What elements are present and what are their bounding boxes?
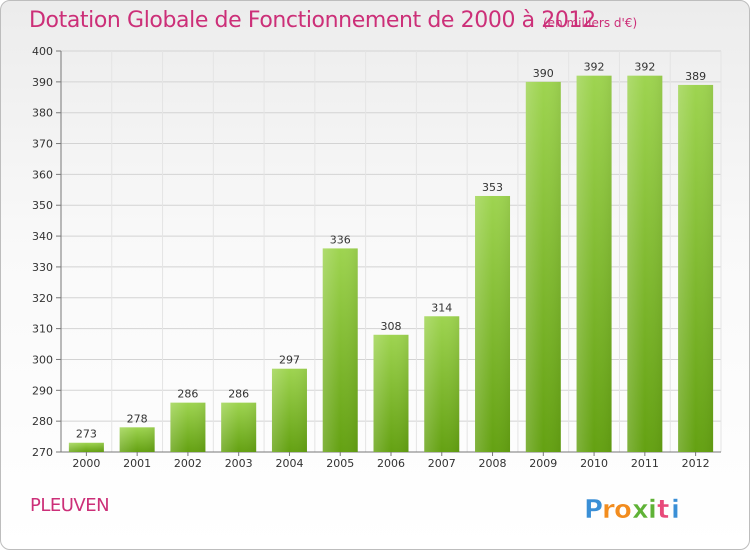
- data-label: 336: [330, 233, 351, 246]
- x-tick-label: 2004: [275, 457, 303, 470]
- data-label: 353: [482, 181, 503, 194]
- data-label: 278: [127, 412, 148, 425]
- x-tick-label: 2011: [631, 457, 659, 470]
- bar-sheen: [119, 427, 155, 452]
- bar-sheen: [322, 248, 358, 452]
- bar-sheen: [576, 75, 612, 452]
- y-tick-label: 350: [32, 199, 53, 212]
- svg-text:P: P: [584, 495, 603, 525]
- x-tick-label: 2001: [123, 457, 151, 470]
- bar-sheen: [475, 195, 511, 452]
- bar-sheen: [678, 84, 714, 452]
- data-label: 286: [228, 388, 249, 401]
- svg-text:x: x: [632, 495, 649, 525]
- y-tick-label: 290: [32, 384, 53, 397]
- y-tick-label: 340: [32, 230, 53, 243]
- data-label: 392: [634, 61, 655, 74]
- y-tick-label: 360: [32, 168, 53, 181]
- data-label: 314: [431, 301, 452, 314]
- proxiti-logo: P r o x i t i: [582, 491, 692, 527]
- svg-text:i: i: [648, 495, 657, 525]
- bar-sheen: [271, 368, 307, 452]
- data-label: 286: [177, 388, 198, 401]
- x-tick-label: 2007: [428, 457, 456, 470]
- bar-sheen: [373, 334, 409, 452]
- data-label: 389: [685, 70, 706, 83]
- bar-sheen: [525, 81, 561, 452]
- y-tick-label: 310: [32, 323, 53, 336]
- data-label: 390: [533, 67, 554, 80]
- y-tick-label: 400: [32, 45, 53, 58]
- bar-sheen: [68, 442, 104, 452]
- x-tick-label: 2009: [529, 457, 557, 470]
- y-tick-label: 280: [32, 415, 53, 428]
- bar-sheen: [221, 402, 257, 452]
- svg-text:t: t: [657, 495, 669, 525]
- svg-text:o: o: [614, 495, 632, 525]
- x-tick-label: 2010: [580, 457, 608, 470]
- y-tick-label: 300: [32, 353, 53, 366]
- x-tick-label: 2012: [682, 457, 710, 470]
- x-tick-label: 2000: [72, 457, 100, 470]
- bars: [68, 75, 714, 452]
- data-label: 308: [381, 320, 402, 333]
- chart-title: Dotation Globale de Fonctionnement de 20…: [29, 8, 596, 33]
- y-tick-label: 330: [32, 261, 53, 274]
- bar-sheen: [170, 402, 206, 452]
- data-label: 273: [76, 428, 97, 441]
- x-tick-label: 2002: [174, 457, 202, 470]
- bar-sheen: [627, 75, 663, 452]
- svg-text:i: i: [671, 495, 680, 525]
- x-tick-label: 2003: [225, 457, 253, 470]
- unit-note: (en milliers d'€): [543, 16, 638, 30]
- bar-sheen: [424, 316, 460, 452]
- data-label: 392: [584, 61, 605, 74]
- y-tick-label: 380: [32, 107, 53, 120]
- y-tick-label: 320: [32, 292, 53, 305]
- y-tick-label: 390: [32, 76, 53, 89]
- y-tick-label: 370: [32, 138, 53, 151]
- data-label: 297: [279, 354, 300, 367]
- data-labels: 273 278 286 286 297 336 308 314 353 390 392 392 389: [76, 61, 706, 441]
- x-tick-label: 2008: [479, 457, 507, 470]
- x-tick-label: 2006: [377, 457, 405, 470]
- svg-text:r: r: [602, 495, 615, 525]
- x-tick-label: 2005: [326, 457, 354, 470]
- commune-name: PLEUVEN: [30, 495, 110, 516]
- y-tick-label: 270: [32, 446, 53, 459]
